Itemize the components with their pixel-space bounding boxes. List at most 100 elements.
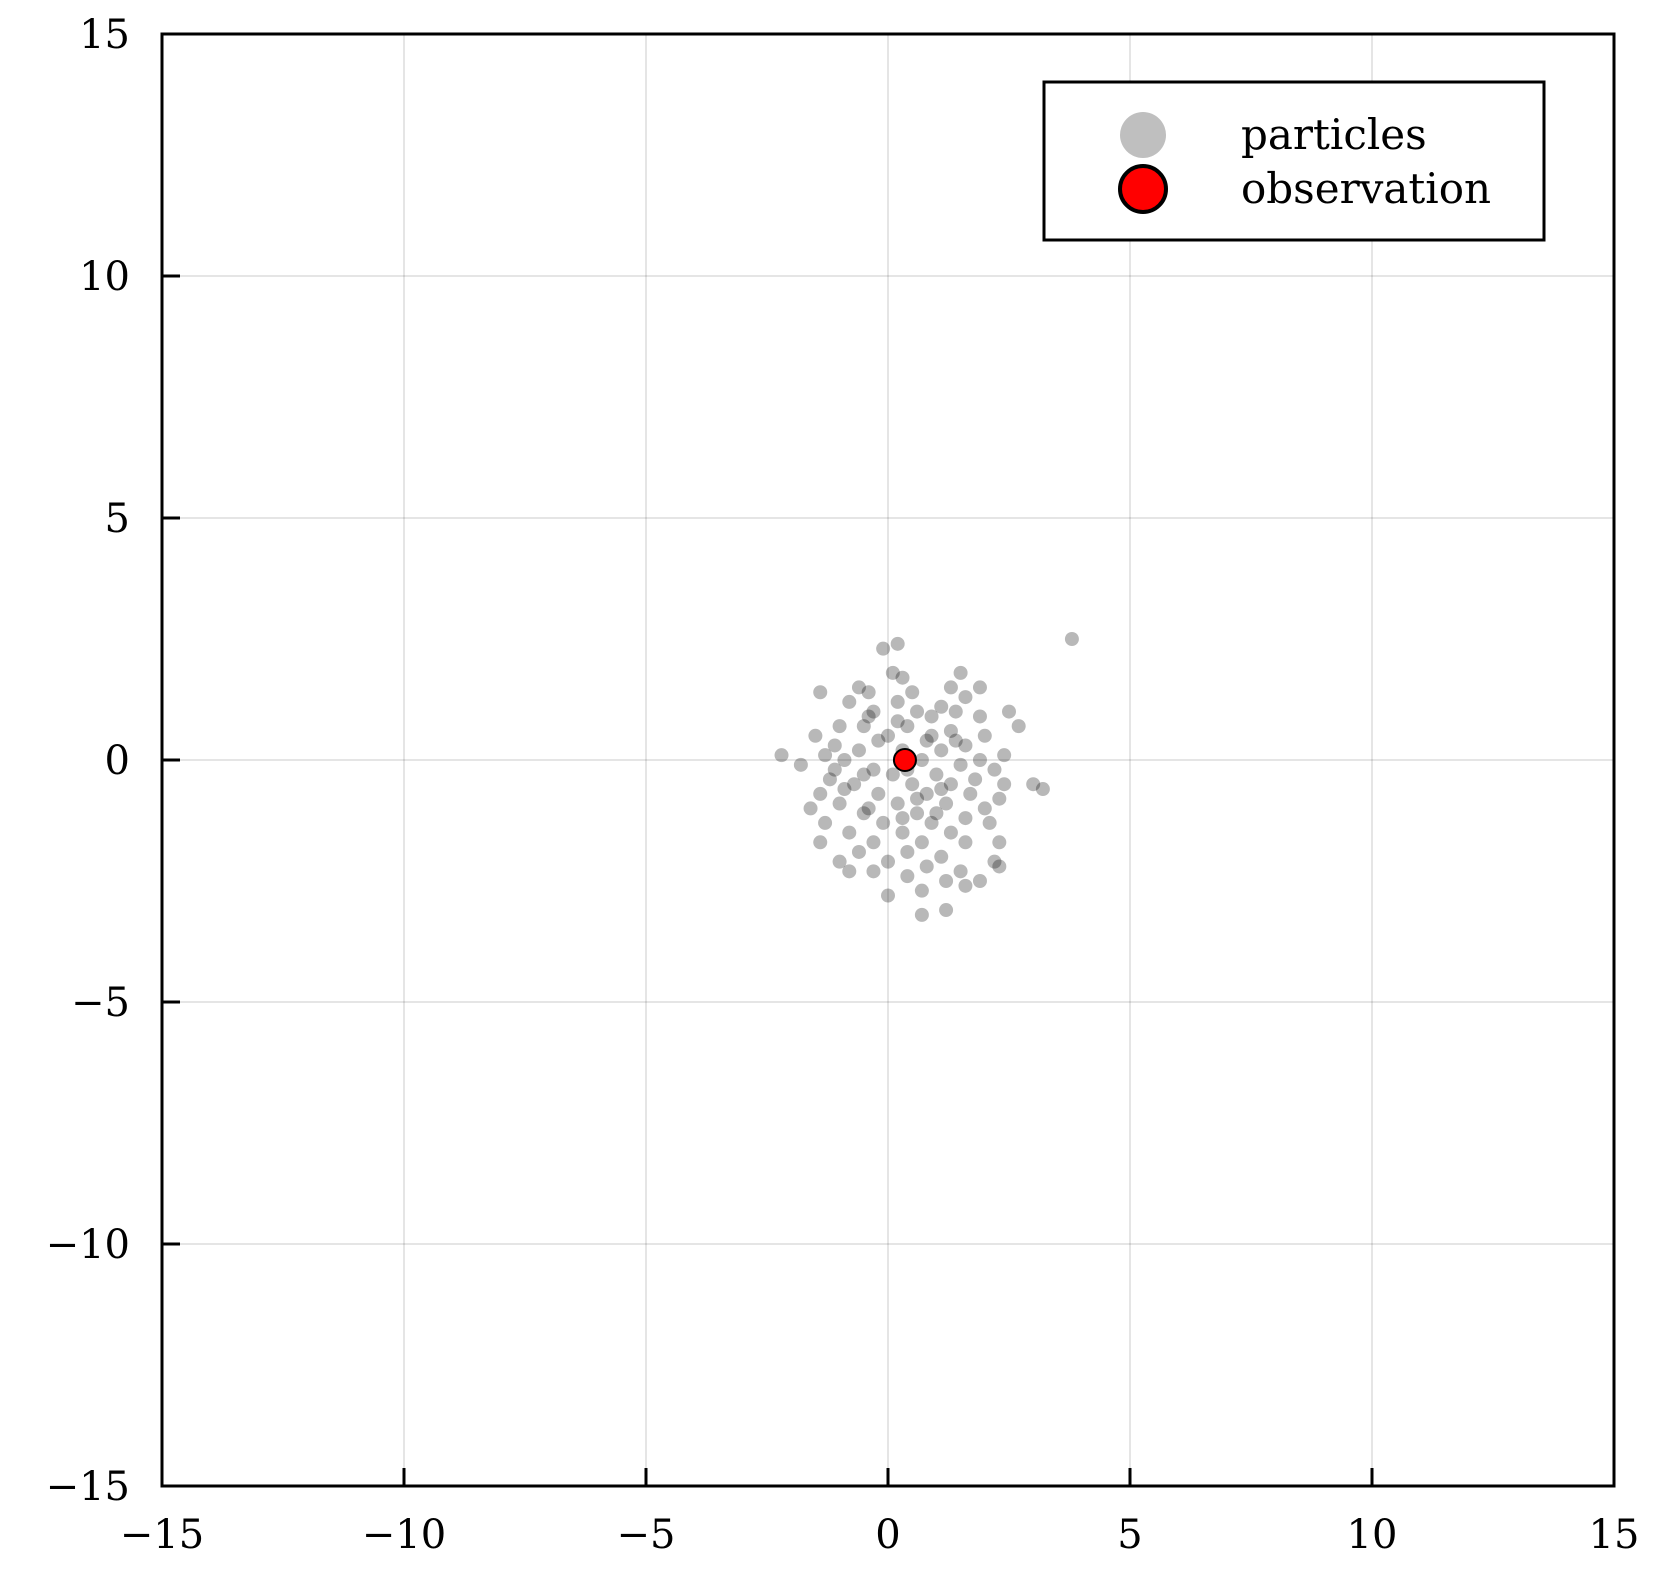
particle-point	[837, 753, 852, 767]
particle-point	[958, 690, 973, 705]
particle-point	[958, 811, 973, 826]
particle-point	[842, 825, 857, 840]
particle-point	[953, 757, 968, 772]
particle-point	[997, 748, 1012, 763]
particle-point	[958, 878, 973, 893]
particle-point	[958, 738, 973, 753]
y-tick-label: −10	[46, 1222, 130, 1268]
particle-point	[919, 859, 934, 874]
particle-point	[813, 835, 828, 850]
particle-point	[948, 733, 963, 748]
particle-point	[871, 733, 886, 748]
particle-point	[982, 815, 997, 830]
particle-point	[866, 864, 881, 879]
particle-point	[803, 801, 818, 816]
y-tick-label: 5	[105, 496, 130, 542]
particle-point	[881, 888, 895, 903]
particle-point	[910, 791, 925, 806]
particle-point	[943, 825, 958, 840]
particle-point	[895, 670, 910, 685]
particle-point	[948, 704, 963, 719]
particle-point	[861, 801, 876, 816]
particle-point	[924, 728, 939, 743]
particle-point	[1011, 719, 1026, 734]
particle-point	[963, 786, 978, 801]
data-points	[774, 632, 1079, 922]
particle-point	[987, 762, 1002, 777]
particle-point	[914, 883, 929, 898]
particle-point	[992, 791, 1007, 806]
particle-point	[1064, 632, 1079, 646]
x-tick-labels: −15 −10 −5 0 5 10 15	[120, 1512, 1640, 1558]
particle-point	[987, 854, 1002, 869]
particle-point	[905, 777, 920, 792]
particle-point	[934, 782, 949, 797]
particle-point	[943, 680, 958, 695]
particle-point	[1002, 704, 1016, 719]
observation-point	[892, 748, 917, 772]
particle-point	[856, 719, 871, 734]
particle-point	[929, 767, 944, 782]
particle-point	[972, 680, 987, 695]
particle-point	[866, 835, 881, 850]
particle-point	[900, 719, 915, 734]
particle-point	[900, 844, 915, 859]
particle-point	[832, 719, 847, 734]
particle-point	[939, 796, 954, 811]
particle-point	[910, 806, 925, 821]
particle-point	[818, 815, 833, 830]
particle-point	[934, 743, 949, 758]
particle-point	[943, 723, 958, 738]
particle-point	[832, 796, 847, 811]
legend-label-particles: particles	[1241, 110, 1427, 159]
particle-point	[910, 704, 925, 719]
y-tick-label: 10	[79, 254, 130, 300]
particle-point	[943, 777, 958, 792]
particle-point	[876, 641, 891, 656]
particle-point	[861, 685, 876, 700]
particle-point	[895, 811, 910, 826]
x-tick-label: −15	[120, 1512, 204, 1558]
particle-point	[847, 777, 862, 792]
particle-point	[968, 772, 983, 787]
x-tick-label: 5	[1117, 1512, 1142, 1558]
particle-point	[919, 733, 934, 748]
particle-point	[842, 694, 857, 709]
x-tick-label: −10	[362, 1512, 446, 1558]
particle-point	[992, 835, 1007, 850]
particle-point	[914, 753, 929, 767]
particle-point	[818, 748, 833, 763]
particle-point	[924, 815, 939, 830]
particle-point	[856, 806, 871, 821]
particle-point	[924, 709, 939, 724]
particle-point	[890, 694, 905, 709]
particle-point	[958, 835, 973, 850]
particle-point	[866, 704, 881, 719]
particle-point	[972, 753, 987, 767]
legend-marker-observation	[1118, 164, 1168, 214]
particle-point	[1035, 782, 1050, 797]
particle-point	[934, 849, 949, 864]
particle-point	[822, 772, 837, 787]
particle-point	[856, 767, 871, 782]
particle-point	[939, 874, 954, 888]
particle-point	[890, 636, 905, 651]
particle-point	[929, 806, 944, 821]
particle-point	[866, 762, 881, 777]
particle-point	[861, 709, 876, 724]
x-tick-label: −5	[617, 1512, 676, 1558]
particle-point	[808, 728, 823, 743]
particle-point	[953, 665, 968, 680]
particle-point	[934, 699, 949, 714]
particle-point	[972, 709, 987, 724]
legend: particles observation	[1042, 80, 1546, 242]
particle-point	[851, 743, 866, 758]
particle-point	[827, 762, 842, 777]
particle-point	[885, 767, 900, 782]
particle-point	[774, 748, 789, 763]
particle-point	[939, 903, 954, 918]
particle-point	[992, 859, 1007, 874]
particle-point	[832, 854, 847, 869]
